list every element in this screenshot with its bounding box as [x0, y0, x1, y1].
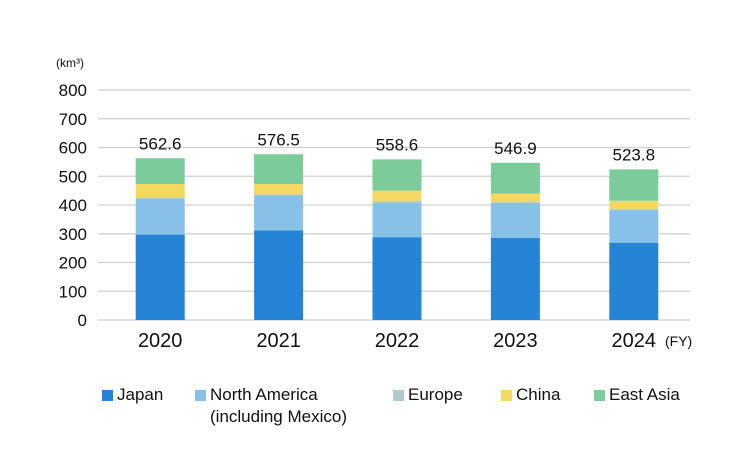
- bar-segment-europe: [135, 197, 185, 199]
- x-tick-label: 2020: [138, 330, 183, 352]
- bar-segment-east-asia: [609, 169, 659, 201]
- legend-swatch-north-america: [195, 390, 206, 401]
- bar-segment-east-asia: [490, 162, 540, 194]
- legend-label: East Asia: [609, 385, 680, 404]
- total-label: 523.8: [613, 145, 656, 164]
- bar-segment-japan: [372, 237, 422, 320]
- legend-item-china: China: [501, 384, 560, 406]
- bar-segment-europe: [254, 194, 304, 196]
- y-tick-label: 800: [59, 81, 87, 100]
- y-tick-label: 400: [59, 196, 87, 215]
- x-axis-unit: (FY): [665, 333, 692, 349]
- bar-segment-europe: [372, 200, 422, 203]
- bar-segment-china: [490, 193, 540, 203]
- unit-label: (km³): [56, 56, 84, 70]
- legend-item-north-america: North America (including Mexico): [195, 384, 347, 428]
- bar-segment-china: [372, 190, 422, 201]
- bar-segment-east-asia: [135, 158, 185, 185]
- bar-segment-europe: [490, 202, 540, 203]
- legend-swatch-east-asia: [594, 390, 605, 401]
- legend-swatch-europe: [393, 390, 404, 401]
- legend-label: North America: [210, 385, 318, 404]
- legend-item-europe: Europe: [393, 384, 463, 406]
- bar-segment-north-america: [609, 210, 659, 243]
- total-label: 562.6: [139, 134, 182, 153]
- legend-item-east-asia: East Asia: [594, 384, 680, 406]
- bar-segment-north-america: [254, 195, 304, 231]
- x-tick-label: 2021: [256, 330, 301, 352]
- x-tick-label: 2023: [493, 330, 538, 352]
- y-tick-label: 100: [59, 282, 87, 301]
- legend-label: China: [516, 385, 561, 404]
- y-tick-label: 700: [59, 110, 87, 129]
- bar-segment-japan: [609, 242, 659, 320]
- legend-swatch-china: [501, 390, 512, 401]
- total-label: 576.5: [257, 130, 300, 149]
- bar-segment-north-america: [490, 202, 540, 238]
- bar-segment-europe: [609, 208, 659, 211]
- bar-segment-japan: [135, 234, 185, 320]
- x-tick-label: 2024: [612, 330, 657, 352]
- bar-segment-china: [135, 184, 185, 198]
- x-tick-label: 2022: [375, 330, 420, 352]
- legend-label-block: North America (including Mexico): [210, 384, 347, 428]
- y-tick-label: 300: [59, 225, 87, 244]
- legend-item-japan: Japan: [102, 384, 163, 406]
- bar-segment-china: [254, 184, 304, 195]
- y-tick-label: 600: [59, 139, 87, 158]
- legend: Japan North America (including Mexico) Eu…: [0, 384, 740, 434]
- legend-label: Europe: [408, 385, 463, 404]
- total-label: 558.6: [376, 135, 419, 154]
- y-tick-label: 0: [78, 311, 87, 330]
- bar-segment-japan: [254, 230, 304, 320]
- bar-segment-china: [609, 200, 659, 209]
- y-tick-label: 200: [59, 254, 87, 273]
- total-label: 546.9: [494, 139, 537, 158]
- bar-segment-north-america: [135, 198, 185, 235]
- legend-label-line2: (including Mexico): [210, 407, 347, 426]
- y-tick-label: 500: [59, 167, 87, 186]
- bar-segment-east-asia: [372, 159, 422, 191]
- legend-swatch-japan: [102, 390, 113, 401]
- bar-segment-japan: [490, 237, 540, 320]
- legend-label: Japan: [117, 385, 164, 404]
- bar-segment-east-asia: [254, 154, 304, 185]
- bar-segment-north-america: [372, 202, 422, 238]
